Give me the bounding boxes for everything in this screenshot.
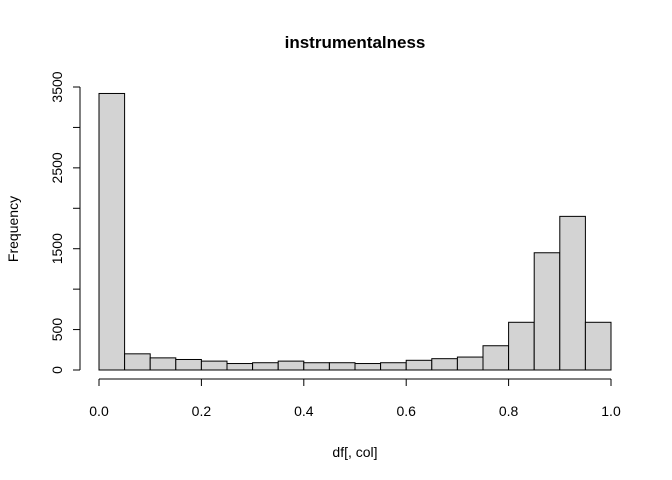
x-axis-label: df[, col] xyxy=(332,444,377,460)
y-axis-label: Frequency xyxy=(5,196,21,262)
y-tick-label-4: 3500 xyxy=(49,71,65,102)
y-tick-label-2: 1500 xyxy=(49,233,65,264)
histogram-bar-2 xyxy=(149,357,177,371)
y-tick-label-1: 500 xyxy=(49,318,65,342)
x-tick-label-0: 0.0 xyxy=(89,403,109,419)
x-tick-label-5: 1.0 xyxy=(601,403,621,419)
histogram-bar-18 xyxy=(559,215,586,371)
x-tick-label-2: 0.4 xyxy=(294,403,314,419)
histogram-bar-12 xyxy=(405,359,433,371)
y-tick-label-0: 0 xyxy=(49,366,65,374)
histogram-bar-6 xyxy=(252,362,279,371)
bars-group xyxy=(98,92,612,371)
histogram-bar-8 xyxy=(303,362,330,371)
y-tick-label-3: 2500 xyxy=(49,152,65,183)
y-axis: 0 500 1500 2500 3500 xyxy=(49,71,81,374)
chart-title: instrumentalness xyxy=(285,33,426,52)
histogram-bar-15 xyxy=(482,345,510,371)
histogram-bar-7 xyxy=(277,360,305,371)
x-tick-label-3: 0.6 xyxy=(396,403,416,419)
histogram-bar-0 xyxy=(98,92,126,371)
x-tick-label-4: 0.8 xyxy=(499,403,519,419)
histogram-bar-4 xyxy=(200,360,228,371)
histogram-bar-13 xyxy=(431,358,458,371)
histogram-bar-5 xyxy=(226,363,254,371)
histogram-bar-3 xyxy=(175,358,202,371)
histogram-bar-10 xyxy=(354,363,382,371)
x-tick-label-1: 0.2 xyxy=(192,403,212,419)
histogram-bar-11 xyxy=(380,362,407,371)
histogram-bar-1 xyxy=(124,353,151,371)
x-axis: 0.0 0.2 0.4 0.6 0.8 1.0 xyxy=(89,378,621,419)
histogram-bar-9 xyxy=(328,362,356,371)
histogram-bar-17 xyxy=(533,252,561,371)
histogram-bar-19 xyxy=(584,321,612,371)
histogram-bar-14 xyxy=(456,356,484,371)
histogram-bar-16 xyxy=(508,321,535,371)
